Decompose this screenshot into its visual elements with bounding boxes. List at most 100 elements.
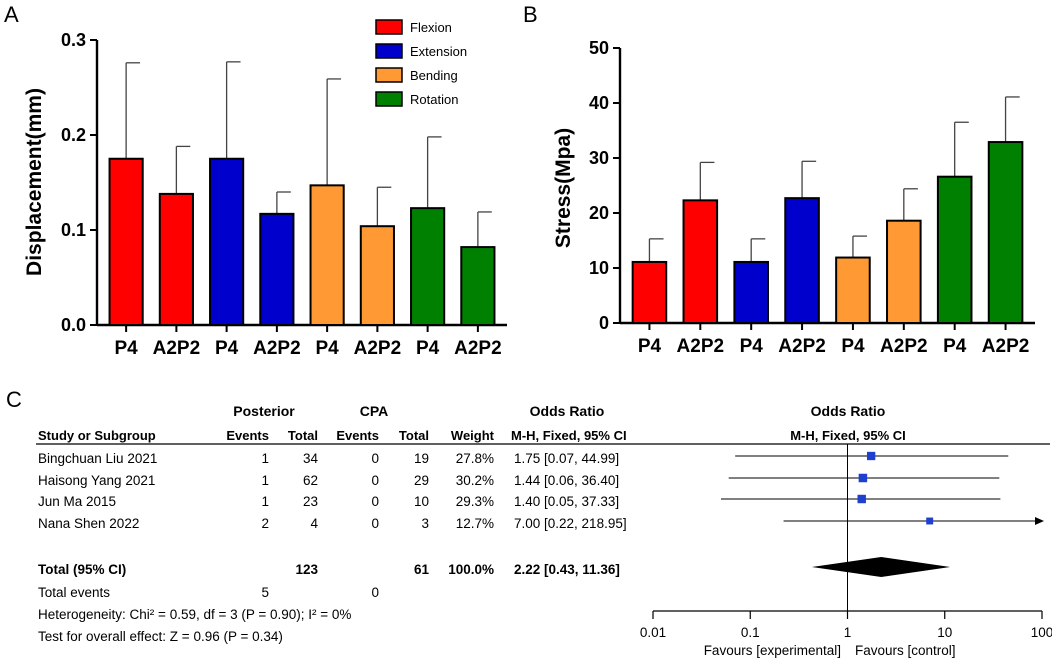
chart-a-category-label: P4: [115, 338, 139, 359]
study-ctl-events: 0: [371, 494, 379, 509]
legend-swatch-extension: [375, 43, 403, 59]
chart-b-bar: [886, 219, 922, 324]
legend-swatch-rotation: [375, 91, 403, 107]
col-weight: Weight: [451, 428, 495, 443]
chart-b-category-label: P4: [943, 336, 967, 357]
chart-b-bar: [987, 141, 1024, 324]
chart-a-bar: [108, 157, 144, 326]
study-weight: 27.8%: [456, 451, 494, 466]
chart-a-bar: [359, 225, 395, 326]
forest-point: [926, 517, 934, 525]
chart-a-category-label: A2P2: [253, 338, 301, 359]
study-ctl-total: 10: [414, 494, 429, 509]
forest-point: [866, 451, 876, 461]
chart-b-y-tick-label: 10: [589, 258, 609, 278]
chart-a-category-label: P4: [215, 338, 239, 359]
total-ci: 2.22 [0.43, 11.36]: [514, 562, 620, 577]
forest-x-tick-label: 1: [844, 625, 852, 640]
study-name: Haisong Yang 2021: [38, 473, 155, 488]
chart-a-bar: [209, 157, 245, 326]
study-ci: 7.00 [0.22, 218.95]: [514, 516, 627, 531]
study-ctl-total: 3: [421, 516, 429, 531]
header-odds-ratio-plot: Odds Ratio: [811, 403, 886, 419]
chart-b-bar: [835, 256, 871, 324]
study-exp-total: 62: [303, 473, 318, 488]
col-ctl-total: Total: [399, 428, 429, 443]
chart-a-category-label: P4: [316, 338, 340, 359]
forest-point: [858, 473, 868, 483]
chart-b-y-tick-label: 40: [589, 93, 609, 113]
forest-plot: Posterior CPA Odds Ratio Odds Ratio Stud…: [36, 403, 1052, 658]
favours-experimental: Favours [experimental]: [704, 643, 841, 658]
heterogeneity-text: Heterogeneity: Chi² = 0.59, df = 3 (P = …: [38, 607, 351, 622]
panel-label-a: A: [4, 2, 19, 27]
chart-a-bar: [259, 212, 295, 327]
chart-b-y-axis-title: Stress(Mpa): [552, 128, 575, 248]
study-exp-events: 1: [261, 494, 269, 509]
total-events-exp: 5: [261, 585, 269, 600]
col-plot-method: M-H, Fixed, 95% CI: [790, 428, 906, 443]
legend-swatch-flexion: [375, 19, 403, 35]
chart-b-bar: [936, 175, 973, 324]
chart-a-category-label: A2P2: [454, 338, 502, 359]
chart-b-category-label: A2P2: [778, 336, 826, 357]
forest-point: [857, 494, 866, 504]
chart-a-bar: [460, 246, 496, 327]
study-name: Jun Ma 2015: [38, 494, 116, 509]
study-name: Nana Shen 2022: [38, 516, 139, 531]
chart-a-y-tick-label: 0.2: [61, 125, 86, 145]
chart-a-bar: [158, 192, 194, 326]
study-ci: 1.75 [0.07, 44.99]: [514, 451, 619, 466]
chart-b-bar: [631, 260, 668, 325]
chart-b-category-label: A2P2: [677, 336, 725, 357]
total-label: Total (95% CI): [38, 562, 126, 577]
legend-label-flexion: Flexion: [410, 20, 452, 35]
favours-control: Favours [control]: [855, 643, 956, 658]
chart-a-category-label: A2P2: [354, 338, 402, 359]
study-weight: 30.2%: [456, 473, 494, 488]
legend-label-rotation: Rotation: [410, 92, 458, 107]
chart-b-y-tick-label: 0: [599, 313, 609, 333]
total-exp-total: 123: [295, 562, 318, 577]
study-exp-total: 23: [303, 494, 318, 509]
chart-b-stress: Stress(Mpa) 0 10 20 30 40 50 P4 A2P2 P4 A2P2 P4 A2P…: [552, 38, 1035, 357]
panel-label-b: B: [523, 2, 538, 27]
forest-x-tick-label: 10: [937, 625, 952, 640]
chart-b-category-label: A2P2: [982, 336, 1030, 357]
study-name: Bingchuan Liu 2021: [38, 451, 157, 466]
study-ctl-events: 0: [371, 451, 379, 466]
total-ctl-total: 61: [414, 562, 430, 577]
study-exp-events: 2: [261, 516, 269, 531]
chart-b-y-tick-label: 50: [589, 38, 609, 58]
forest-x-tick-label: 100: [1031, 625, 1052, 640]
chart-a-bar: [309, 184, 345, 326]
chart-a-displacement: Displacement(mm) 0.0 0.1 0.2 0.3 P4 A2P2 P4 A2P…: [23, 19, 507, 359]
header-odds-ratio-table: Odds Ratio: [530, 403, 605, 419]
forest-ci-arrow: [1035, 517, 1044, 525]
overall-effect-text: Test for overall effect: Z = 0.96 (P = 0…: [38, 629, 283, 644]
header-posterior: Posterior: [233, 403, 295, 419]
forest-x-tick-label: 0.1: [741, 625, 760, 640]
study-ctl-events: 0: [371, 473, 379, 488]
total-events-label: Total events: [38, 585, 110, 600]
col-exp-events: Events: [226, 428, 269, 443]
legend-swatch-bending: [375, 67, 403, 83]
chart-b-y-tick-label: 30: [589, 148, 609, 168]
chart-b-category-label: A2P2: [880, 336, 928, 357]
chart-a-y-tick-label: 0.1: [61, 220, 86, 240]
chart-b-category-label: P4: [740, 336, 764, 357]
chart-a-y-tick-label: 0.3: [61, 30, 86, 50]
chart-b-y-tick-label: 20: [589, 203, 609, 223]
study-exp-total: 34: [303, 451, 319, 466]
study-ci: 1.44 [0.06, 36.40]: [514, 473, 619, 488]
panel-label-c: C: [6, 387, 22, 412]
header-cpa: CPA: [360, 403, 389, 419]
legend-label-bending: Bending: [410, 68, 458, 83]
study-weight: 12.7%: [456, 516, 494, 531]
col-ctl-events: Events: [336, 428, 379, 443]
chart-a-y-tick-label: 0.0: [61, 315, 86, 335]
chart-b-bar: [733, 260, 769, 325]
col-exp-total: Total: [288, 428, 318, 443]
study-ctl-total: 29: [414, 473, 429, 488]
total-weight: 100.0%: [448, 562, 494, 577]
